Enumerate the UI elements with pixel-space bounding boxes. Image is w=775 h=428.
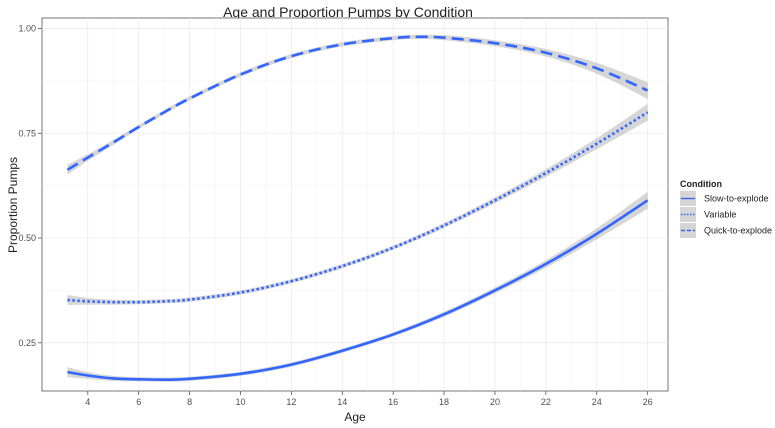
- series-line-2: [67, 111, 649, 304]
- y-tick-label: 0.75: [18, 128, 36, 138]
- x-axis: 4 6 8 10 12 14 16 18 20 22 24 26: [85, 391, 653, 407]
- x-tick-label: 6: [136, 397, 141, 407]
- series-line-3: [66, 35, 649, 171]
- x-tick-label: 10: [235, 397, 245, 407]
- x-tick-label: 8: [187, 397, 192, 407]
- x-axis-label: Age: [344, 410, 366, 424]
- legend-keys: Slow-to-explode Variable Quick-to-explode: [680, 191, 772, 238]
- y-axis: 0.25 0.50 0.75 1.00: [18, 23, 42, 348]
- series-lines: [66, 35, 649, 381]
- chart-title: Age and Proportion Pumps by Condition: [223, 4, 473, 20]
- series-line-1: [67, 199, 649, 381]
- y-tick-label: 0.25: [18, 338, 36, 348]
- x-tick-label: 20: [490, 397, 500, 407]
- x-tick-label: 16: [388, 397, 398, 407]
- y-tick-label: 0.50: [18, 233, 36, 243]
- x-tick-label: 24: [592, 397, 602, 407]
- legend-label: Slow-to-explode: [704, 194, 769, 204]
- grid-lines: [42, 18, 668, 391]
- legend-label: Variable: [704, 210, 736, 220]
- plot-panel: [41, 17, 669, 392]
- legend-title: Condition: [680, 179, 722, 189]
- x-tick-label: 26: [643, 397, 653, 407]
- legend-label: Quick-to-explode: [704, 226, 772, 236]
- legend: Condition Slow-to-explode Variable Quick-t…: [680, 179, 772, 238]
- x-tick-label: 22: [541, 397, 551, 407]
- x-tick-label: 12: [286, 397, 296, 407]
- y-tick-label: 1.00: [18, 23, 36, 33]
- x-tick-label: 18: [439, 397, 449, 407]
- x-tick-label: 4: [85, 397, 90, 407]
- y-axis-label: Proportion Pumps: [6, 157, 20, 253]
- x-tick-label: 14: [337, 397, 347, 407]
